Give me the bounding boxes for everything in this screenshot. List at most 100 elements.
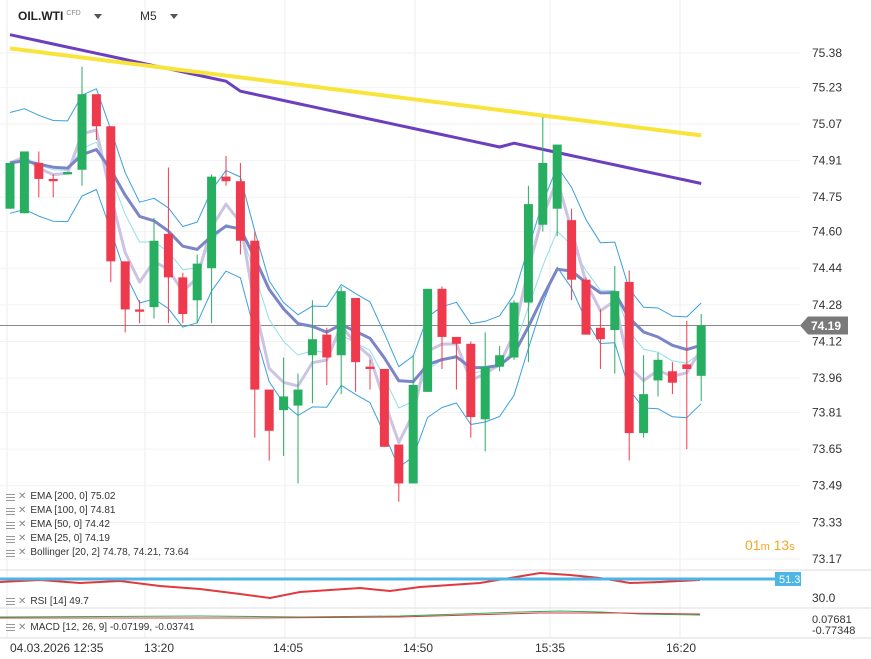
legend-rsi[interactable]: ✕ RSI [14] 49.7 xyxy=(6,594,89,608)
legend-ema50[interactable]: ✕ EMA [50, 0] 74.42 xyxy=(6,518,189,532)
legend-ema100[interactable]: ✕ EMA [100, 0] 74.81 xyxy=(6,504,189,518)
y-tick-label: 73.96 xyxy=(812,371,842,385)
candle-up xyxy=(538,162,548,225)
x-tick-label: 15:35 xyxy=(535,641,565,655)
candle-down xyxy=(322,334,332,358)
y-tick-label: 73.33 xyxy=(812,515,842,529)
legend-ema200[interactable]: ✕ EMA [200, 0] 75.02 xyxy=(6,490,189,504)
candle-down xyxy=(163,233,173,278)
ema200-line xyxy=(9,46,702,138)
drag-handle-icon[interactable] xyxy=(6,493,15,501)
candle-up xyxy=(149,240,159,308)
candle-up xyxy=(653,359,663,381)
candle-up xyxy=(639,394,649,434)
x-tick-label: 14:05 xyxy=(273,641,303,655)
close-icon[interactable]: ✕ xyxy=(18,505,27,516)
candle-down xyxy=(437,288,447,337)
drag-handle-icon[interactable] xyxy=(6,521,15,529)
candle-up xyxy=(5,162,15,209)
symbol-selector[interactable]: OIL.WTI CFD xyxy=(18,9,103,23)
ema100-line xyxy=(9,33,702,185)
candle-down xyxy=(351,297,361,363)
time-axis: 04.03.2026 12:35 13:20 14:05 14:50 15:35 16:2… xyxy=(0,637,871,655)
close-icon[interactable]: ✕ xyxy=(18,533,27,544)
candle-down xyxy=(365,366,375,369)
candle-down xyxy=(106,126,116,262)
candle-up xyxy=(495,355,505,367)
drag-handle-icon[interactable] xyxy=(6,535,15,543)
candle-up xyxy=(192,263,202,301)
close-icon[interactable]: ✕ xyxy=(18,621,27,633)
chevron-down-icon xyxy=(94,14,103,20)
drag-handle-icon[interactable] xyxy=(6,549,15,557)
candle-down xyxy=(595,327,605,340)
drag-handle-icon[interactable] xyxy=(6,597,15,605)
candle-down xyxy=(567,220,577,280)
close-icon[interactable]: ✕ xyxy=(18,491,27,502)
price-axis: 75.38 75.23 75.07 74.91 74.75 74.60 74.44 74.28… xyxy=(800,46,848,566)
y-tick-label: 75.23 xyxy=(812,80,842,94)
candle-up xyxy=(696,325,706,376)
candle-up xyxy=(408,384,418,484)
y-tick-label: 73.65 xyxy=(812,442,842,456)
macd-axis-bottom: -0.77348 xyxy=(812,625,855,637)
legend-label: EMA [200, 0] 75.02 xyxy=(30,491,116,502)
price-tag-bg xyxy=(800,316,848,335)
macd-signal-line xyxy=(0,612,701,619)
macd-line xyxy=(0,610,701,618)
candle-up xyxy=(509,302,519,358)
legend-bollinger[interactable]: ✕ Bollinger [20, 2] 74.78, 74.21, 73.64 xyxy=(6,546,189,560)
countdown-minutes: 01 xyxy=(745,537,761,553)
timeframe-selector[interactable]: M5 xyxy=(140,9,179,23)
candle-up xyxy=(207,176,217,269)
y-tick-label: 74.28 xyxy=(812,298,842,312)
countdown-seconds: 13 xyxy=(773,537,790,553)
y-tick-label: 74.44 xyxy=(812,261,842,275)
candle-down xyxy=(178,277,188,315)
y-tick-label: 74.12 xyxy=(812,334,842,348)
candle-countdown: 01m 13s xyxy=(745,537,795,553)
x-tick-label: 14:50 xyxy=(403,641,433,655)
legend-ema25[interactable]: ✕ EMA [25, 0] 74.19 xyxy=(6,532,189,546)
candle-down xyxy=(120,261,130,310)
candle-up xyxy=(77,94,87,170)
macd-label: MACD [12, 26, 9] -0.07199, -0.03741 xyxy=(30,621,195,633)
price-tag: 74.19 xyxy=(800,316,848,335)
legend-label: Bollinger [20, 2] 74.78, 74.21, 73.64 xyxy=(30,547,189,558)
indicator-legend: ✕ EMA [200, 0] 75.02 ✕ EMA [100, 0] 74.81 … xyxy=(6,490,189,560)
candle-down xyxy=(221,176,231,182)
candle-up xyxy=(63,172,73,175)
countdown-min-unit: m xyxy=(760,541,770,553)
candle-down xyxy=(394,444,404,484)
candle-down xyxy=(667,371,677,383)
symbol-badge: CFD xyxy=(66,10,81,17)
candle-up xyxy=(552,144,562,209)
y-tick-label: 73.49 xyxy=(812,479,842,493)
close-icon[interactable]: ✕ xyxy=(18,595,27,607)
y-tick-label: 73.17 xyxy=(812,552,842,566)
legend-macd[interactable]: ✕ MACD [12, 26, 9] -0.07199, -0.03741 xyxy=(6,620,194,634)
timeframe-label: M5 xyxy=(140,9,157,23)
candle-down xyxy=(466,343,476,418)
rsi-tag-bg xyxy=(775,572,801,586)
candle-up xyxy=(336,291,346,356)
candle-down xyxy=(135,309,145,312)
candle-up xyxy=(279,396,289,411)
close-icon[interactable]: ✕ xyxy=(18,519,27,530)
drag-handle-icon[interactable] xyxy=(6,507,15,515)
candle-up xyxy=(307,339,317,356)
candle-up xyxy=(610,291,620,331)
y-tick-label: 75.38 xyxy=(812,46,842,60)
candle-up xyxy=(480,366,490,420)
drag-handle-icon[interactable] xyxy=(6,623,15,631)
candle-down xyxy=(34,162,44,179)
macd-panel: 0.07681-0.77348 xyxy=(0,610,855,637)
x-tick-label: 16:20 xyxy=(666,641,696,655)
candle-up xyxy=(423,288,433,392)
close-icon[interactable]: ✕ xyxy=(18,547,27,558)
rsi-line xyxy=(0,571,701,600)
chevron-down-icon xyxy=(170,14,179,20)
candle-down xyxy=(48,178,58,182)
candle-up xyxy=(19,151,29,214)
